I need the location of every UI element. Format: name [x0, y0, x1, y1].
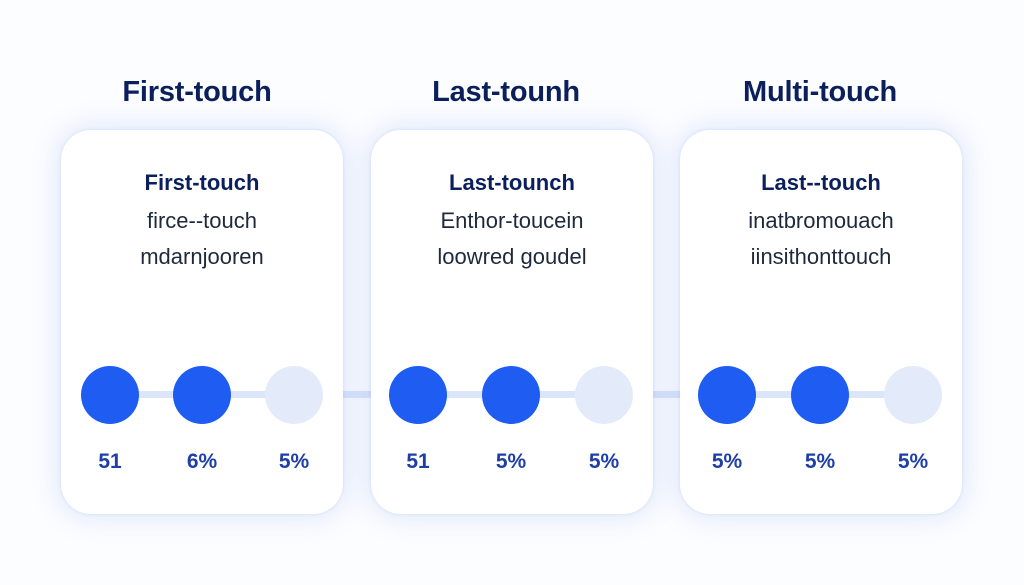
step-value-label: 5%	[804, 450, 836, 473]
step-value-label: 5%	[495, 450, 527, 473]
card-description-line: loowred goudel	[437, 244, 587, 269]
step-value-label: 51	[98, 450, 122, 473]
step-value-label: 5%	[897, 450, 929, 473]
step-dot	[81, 366, 139, 424]
step-value-label: 5%	[588, 450, 620, 473]
step-dot	[698, 366, 756, 424]
step-dot	[265, 366, 323, 424]
card-description-line: iinsithonttouch	[750, 244, 892, 269]
step-dot	[575, 366, 633, 424]
step-dot	[389, 366, 447, 424]
step-value-label: 5%	[711, 450, 743, 473]
card-first-touch: First-touch firce--touch mdarnjooren	[61, 130, 343, 514]
column-title-first-touch: First-touch	[122, 76, 272, 108]
card-last-touch: Last-tounch Enthor-toucein loowred goude…	[371, 130, 653, 514]
card-heading: First-touch	[144, 170, 260, 195]
card-multi-touch: Last--touch inatbromouach iinsithonttouc…	[680, 130, 962, 514]
step-dot	[884, 366, 942, 424]
step-value-label: 5%	[278, 450, 310, 473]
card-heading: Last-tounch	[449, 170, 575, 195]
card-heading: Last--touch	[761, 170, 881, 195]
step-value-label: 51	[406, 450, 430, 473]
card-description-line: mdarnjooren	[140, 244, 264, 269]
card-description-line: firce--touch	[146, 208, 258, 233]
step-dot	[791, 366, 849, 424]
card-description-line: Enthor-toucein	[440, 208, 584, 233]
column-title-multi-touch: Multi-touch	[742, 76, 898, 108]
step-dot	[482, 366, 540, 424]
step-dot	[173, 366, 231, 424]
step-value-label: 6%	[186, 450, 218, 473]
column-title-last-touch: Last-tounh	[432, 76, 580, 108]
card-description-line: inatbromouach	[748, 208, 894, 233]
